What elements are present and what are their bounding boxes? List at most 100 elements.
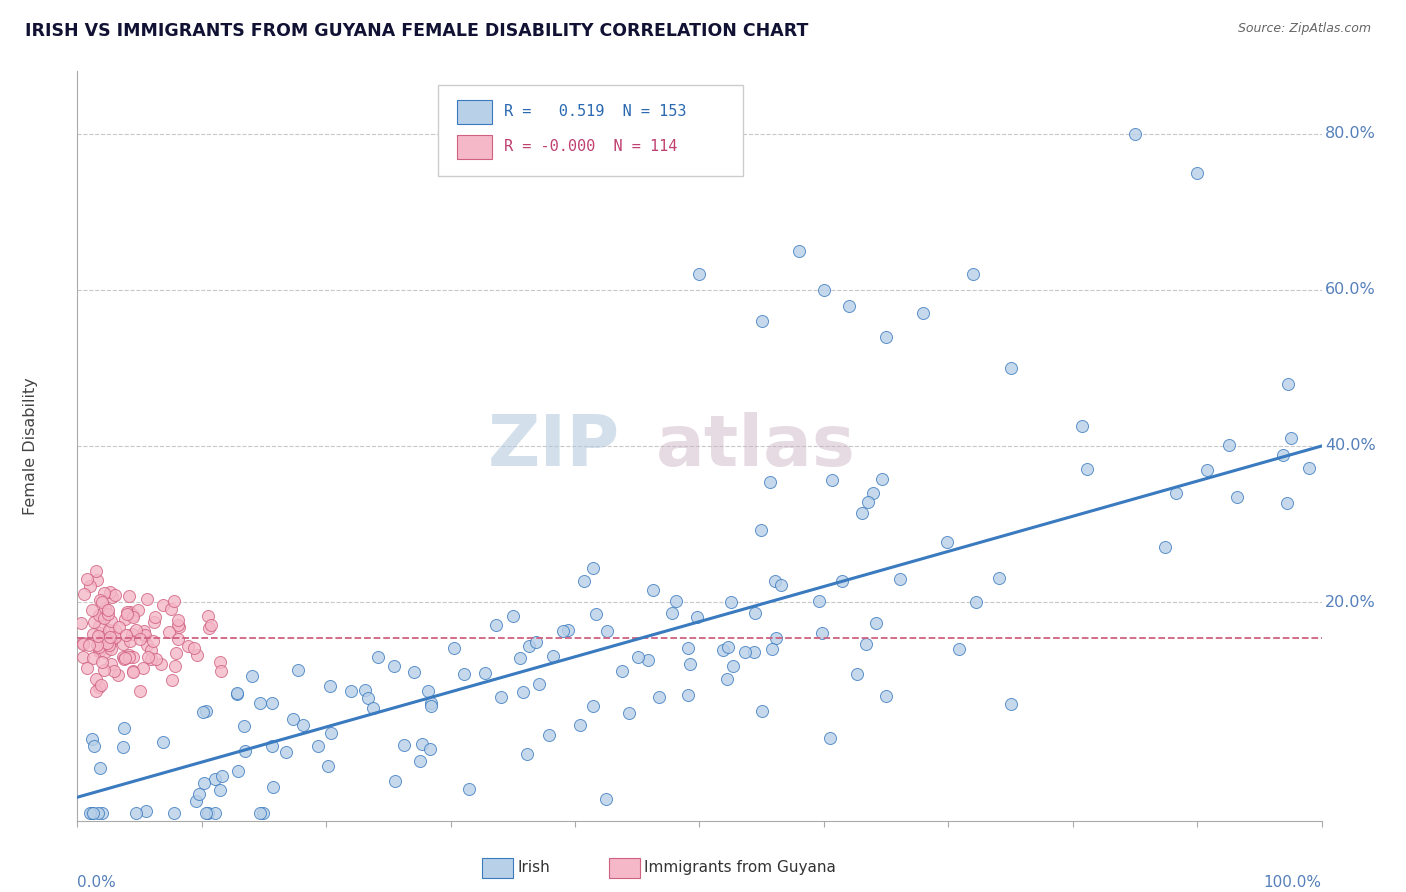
Point (83, 739, 105, 754)
Point (97, 603, 120, 617)
Point (818, 731, 841, 745)
Point (97, 641, 120, 656)
Point (846, 667, 869, 681)
Point (90, 805, 112, 820)
Point (665, 594, 688, 608)
Point (763, 574, 786, 588)
Point (125, 624, 148, 638)
Point (107, 667, 129, 681)
Text: atlas: atlas (657, 411, 856, 481)
Point (249, 696, 271, 710)
Point (711, 643, 734, 657)
Point (121, 664, 143, 678)
Point (87, 619, 110, 633)
Text: ZIP: ZIP (488, 411, 620, 481)
Point (225, 686, 247, 700)
Point (281, 712, 304, 726)
Text: Immigrants from Guyana: Immigrants from Guyana (644, 860, 835, 874)
Point (734, 645, 756, 659)
FancyBboxPatch shape (457, 135, 492, 159)
Point (382, 659, 405, 673)
Point (100, 634, 122, 648)
Point (582, 561, 605, 575)
Point (1000, 697, 1022, 711)
Text: IRISH VS IMMIGRANTS FROM GUYANA FEMALE DISABILITY CORRELATION CHART: IRISH VS IMMIGRANTS FROM GUYANA FEMALE D… (25, 22, 808, 40)
Point (97, 623, 120, 637)
Point (420, 699, 443, 714)
Point (862, 486, 884, 500)
Point (163, 805, 186, 820)
Point (751, 314, 773, 328)
Point (807, 593, 830, 607)
Point (70, 615, 93, 630)
Point (572, 574, 595, 588)
Point (104, 588, 127, 602)
Point (112, 652, 135, 666)
Point (132, 660, 155, 674)
Point (716, 672, 738, 686)
Point (197, 805, 219, 820)
Point (139, 643, 162, 657)
Point (200, 618, 222, 632)
Point (87, 680, 110, 694)
Point (87, 629, 110, 643)
Point (512, 685, 534, 699)
Point (125, 805, 148, 820)
Point (143, 615, 166, 630)
Point (551, 624, 574, 639)
Point (167, 620, 190, 634)
Point (1123, 127, 1146, 141)
Point (516, 747, 538, 761)
Point (115, 607, 138, 621)
Point (135, 592, 157, 607)
Point (744, 606, 766, 620)
Point (357, 691, 380, 706)
Point (72, 650, 94, 665)
Point (1076, 462, 1098, 476)
Point (627, 649, 650, 664)
Point (96, 636, 118, 650)
Point (402, 665, 425, 680)
Point (90, 656, 112, 670)
Point (83, 615, 105, 629)
Point (193, 706, 215, 720)
Point (392, 738, 415, 752)
Point (211, 770, 233, 784)
Point (209, 782, 232, 797)
Point (569, 718, 592, 732)
Point (287, 663, 309, 677)
Point (318, 679, 340, 693)
Point (111, 740, 134, 755)
Point (319, 726, 342, 740)
Text: 60.0%: 60.0% (1326, 283, 1376, 297)
Point (318, 758, 340, 772)
Point (159, 602, 181, 616)
Point (198, 622, 221, 636)
Point (122, 607, 145, 622)
Point (87, 608, 110, 623)
Point (689, 268, 711, 282)
Point (118, 634, 141, 648)
Point (150, 657, 173, 672)
Point (751, 705, 773, 719)
Point (82, 805, 104, 820)
Text: 0.0%: 0.0% (77, 874, 117, 889)
Point (122, 665, 145, 679)
Point (195, 704, 218, 718)
Point (145, 652, 167, 666)
Point (89, 592, 111, 607)
Point (115, 605, 138, 619)
Point (274, 745, 297, 759)
Point (167, 618, 190, 632)
Point (838, 299, 860, 313)
Point (595, 792, 617, 806)
Point (89, 644, 111, 658)
Point (118, 649, 141, 664)
Point (76, 661, 98, 675)
Point (97, 607, 120, 621)
Point (152, 599, 174, 613)
Point (742, 644, 765, 658)
Point (134, 628, 156, 642)
Point (204, 772, 226, 786)
Point (502, 608, 524, 623)
